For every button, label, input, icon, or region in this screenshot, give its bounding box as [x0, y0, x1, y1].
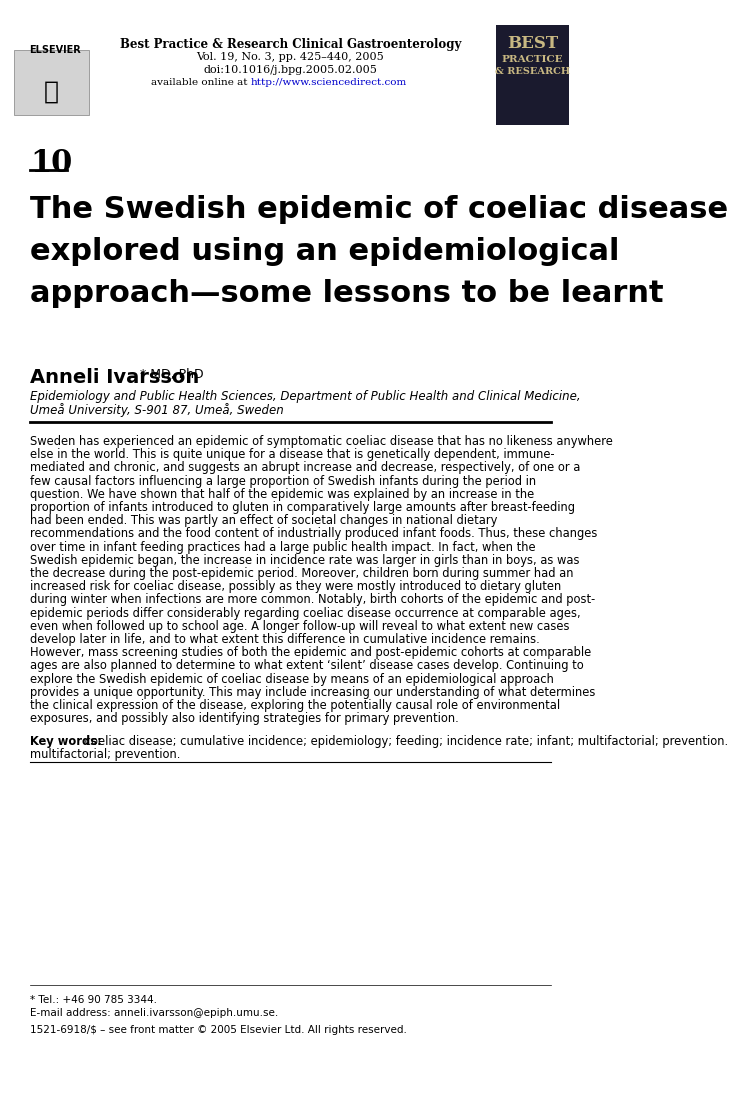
- Text: Key words:: Key words:: [30, 736, 102, 748]
- Text: ELSEVIER: ELSEVIER: [29, 45, 81, 55]
- Text: E-mail address: anneli.ivarsson@epiph.umu.se.: E-mail address: anneli.ivarsson@epiph.um…: [30, 1008, 278, 1018]
- Text: The Swedish epidemic of coeliac disease: The Swedish epidemic of coeliac disease: [30, 194, 728, 224]
- Text: develop later in life, and to what extent this difference in cumulative incidenc: develop later in life, and to what exten…: [30, 633, 539, 646]
- Text: the clinical expression of the disease, exploring the potentially causal role of: the clinical expression of the disease, …: [30, 699, 560, 712]
- Text: Epidemiology and Public Health Sciences, Department of Public Health and Clinica: Epidemiology and Public Health Sciences,…: [30, 390, 581, 403]
- Text: * Tel.: +46 90 785 3344.: * Tel.: +46 90 785 3344.: [30, 994, 157, 1006]
- Text: proportion of infants introduced to gluten in comparatively large amounts after : proportion of infants introduced to glut…: [30, 501, 575, 514]
- Text: Swedish epidemic began, the increase in incidence rate was larger in girls than : Swedish epidemic began, the increase in …: [30, 554, 579, 567]
- Text: few causal factors influencing a large proportion of Swedish infants during the : few causal factors influencing a large p…: [30, 475, 536, 487]
- Text: * MD, PhD: * MD, PhD: [140, 368, 204, 381]
- Text: Sweden has experienced an epidemic of symptomatic coeliac disease that has no li: Sweden has experienced an epidemic of sy…: [30, 435, 612, 448]
- Text: else in the world. This is quite unique for a disease that is genetically depend: else in the world. This is quite unique …: [30, 449, 554, 461]
- Text: approach—some lessons to be learnt: approach—some lessons to be learnt: [30, 278, 663, 308]
- Text: BEST: BEST: [507, 35, 558, 52]
- Text: the decrease during the post-epidemic period. Moreover, children born during sum: the decrease during the post-epidemic pe…: [30, 567, 573, 580]
- Text: explored using an epidemiological: explored using an epidemiological: [30, 236, 619, 266]
- Text: Best Practice & Research Clinical Gastroenterology: Best Practice & Research Clinical Gastro…: [119, 38, 461, 51]
- Text: question. We have shown that half of the epidemic was explained by an increase i: question. We have shown that half of the…: [30, 487, 534, 501]
- Text: & RESEARCH: & RESEARCH: [495, 67, 570, 76]
- Text: provides a unique opportunity. This may include increasing our understanding of : provides a unique opportunity. This may …: [30, 686, 595, 698]
- FancyBboxPatch shape: [496, 25, 569, 125]
- Text: multifactorial; prevention.: multifactorial; prevention.: [30, 748, 181, 761]
- Text: mediated and chronic, and suggests an abrupt increase and decrease, respectively: mediated and chronic, and suggests an ab…: [30, 462, 580, 474]
- Text: PRACTICE: PRACTICE: [502, 55, 563, 64]
- Text: http://www.sciencedirect.com: http://www.sciencedirect.com: [251, 78, 407, 87]
- Text: 🌳: 🌳: [43, 80, 59, 104]
- Text: 1521-6918/$ – see front matter © 2005 Elsevier Ltd. All rights reserved.: 1521-6918/$ – see front matter © 2005 El…: [30, 1025, 407, 1035]
- Text: doi:10.1016/j.bpg.2005.02.005: doi:10.1016/j.bpg.2005.02.005: [203, 65, 377, 75]
- Text: ages are also planned to determine to what extent ‘silent’ disease cases develop: ages are also planned to determine to wh…: [30, 660, 584, 673]
- Text: increased risk for coeliac disease, possibly as they were mostly introduced to d: increased risk for coeliac disease, poss…: [30, 580, 561, 593]
- Text: during winter when infections are more common. Notably, birth cohorts of the epi: during winter when infections are more c…: [30, 593, 595, 607]
- Text: available online at: available online at: [151, 78, 251, 87]
- Text: Umeå University, S-901 87, Umeå, Sweden: Umeå University, S-901 87, Umeå, Sweden: [30, 403, 284, 417]
- Text: Anneli Ivarsson: Anneli Ivarsson: [30, 368, 199, 387]
- FancyBboxPatch shape: [14, 50, 89, 115]
- Text: epidemic periods differ considerably regarding coeliac disease occurrence at com: epidemic periods differ considerably reg…: [30, 607, 581, 620]
- Text: 10: 10: [30, 148, 72, 179]
- Text: recommendations and the food content of industrially produced infant foods. Thus: recommendations and the food content of …: [30, 527, 597, 540]
- Text: exposures, and possibly also identifying strategies for primary prevention.: exposures, and possibly also identifying…: [30, 713, 458, 725]
- Text: even when followed up to school age. A longer follow-up will reveal to what exte: even when followed up to school age. A l…: [30, 620, 570, 633]
- Text: had been ended. This was partly an effect of societal changes in national dietar: had been ended. This was partly an effec…: [30, 514, 497, 527]
- Text: Vol. 19, No. 3, pp. 425–440, 2005: Vol. 19, No. 3, pp. 425–440, 2005: [197, 52, 384, 62]
- Text: coeliac disease; cumulative incidence; epidemiology; feeding; incidence rate; in: coeliac disease; cumulative incidence; e…: [81, 736, 728, 748]
- Text: However, mass screening studies of both the epidemic and post-epidemic cohorts a: However, mass screening studies of both …: [30, 646, 591, 660]
- Text: explore the Swedish epidemic of coeliac disease by means of an epidemiological a: explore the Swedish epidemic of coeliac …: [30, 673, 553, 685]
- Text: over time in infant feeding practices had a large public health impact. In fact,: over time in infant feeding practices ha…: [30, 540, 536, 554]
